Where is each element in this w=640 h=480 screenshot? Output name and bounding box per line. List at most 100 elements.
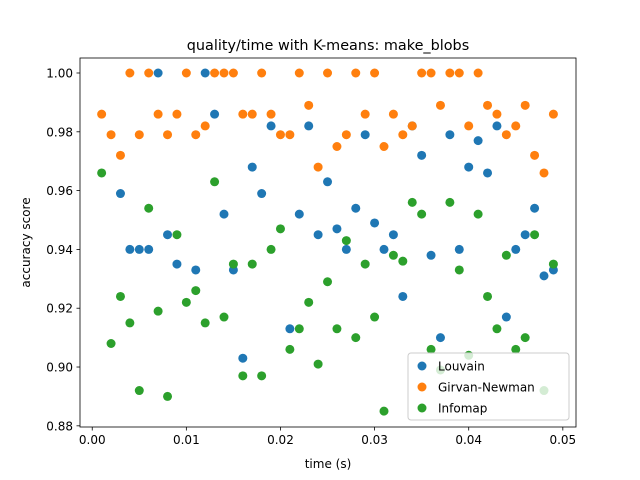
data-point	[134, 386, 144, 396]
series-louvain	[115, 68, 558, 363]
data-point	[511, 344, 521, 354]
data-point	[247, 109, 257, 119]
data-point	[530, 203, 540, 213]
data-point	[115, 291, 125, 301]
data-point	[323, 68, 333, 78]
data-point	[219, 312, 229, 322]
data-point	[426, 68, 436, 78]
data-point	[294, 68, 304, 78]
legend-marker	[417, 403, 427, 413]
data-point	[435, 100, 445, 110]
data-point	[407, 121, 417, 131]
data-point	[219, 209, 229, 219]
x-axis-label: time (s)	[305, 457, 352, 471]
plot-frame	[79, 57, 577, 428]
data-point	[210, 177, 220, 187]
data-point	[445, 68, 455, 78]
y-tick-label: 0.92	[46, 302, 73, 316]
data-point	[379, 244, 389, 254]
data-point	[332, 142, 342, 151]
data-point	[275, 130, 285, 140]
data-point	[370, 68, 380, 78]
data-point	[388, 109, 398, 119]
data-point	[153, 68, 163, 78]
y-axis: 0.88 0.90 0.92 0.94 0.96 0.98 1.00	[46, 66, 80, 433]
data-point	[172, 230, 182, 240]
data-point	[520, 333, 530, 343]
data-point	[417, 209, 427, 219]
x-tick-label: 0.03	[361, 433, 388, 447]
data-point	[417, 68, 427, 78]
data-point	[379, 142, 389, 151]
data-point	[464, 162, 474, 172]
data-point	[398, 256, 408, 266]
data-point	[332, 324, 342, 334]
legend-label: Louvain	[438, 360, 485, 374]
data-point	[125, 68, 135, 78]
legend-label: Girvan-Newman	[438, 381, 535, 395]
data-point	[351, 203, 361, 213]
data-point	[548, 109, 558, 119]
data-point	[492, 324, 502, 334]
x-tick-label: 0.02	[267, 433, 294, 447]
y-tick-label: 0.88	[46, 419, 73, 433]
data-point	[530, 150, 540, 160]
data-point	[341, 130, 351, 140]
data-point	[445, 197, 455, 207]
data-point	[398, 130, 408, 140]
x-axis: 0.00 0.01 0.02 0.03 0.04 0.05	[79, 427, 576, 447]
data-point	[257, 371, 267, 381]
data-point	[285, 324, 295, 334]
y-tick-label: 0.94	[46, 243, 73, 257]
data-point	[238, 109, 248, 119]
data-point	[191, 286, 201, 296]
data-point	[511, 244, 521, 254]
data-point	[172, 109, 182, 119]
data-point	[163, 130, 173, 140]
data-point	[483, 291, 493, 301]
data-point	[304, 100, 314, 110]
data-point	[247, 259, 257, 269]
data-point	[238, 353, 248, 363]
data-point	[539, 168, 549, 178]
data-point	[304, 297, 314, 307]
data-point	[454, 68, 464, 78]
data-point	[370, 218, 380, 228]
data-point	[388, 230, 398, 240]
data-point	[181, 297, 191, 307]
data-point	[388, 250, 398, 260]
data-point	[106, 339, 116, 348]
data-point	[398, 291, 408, 301]
data-point	[501, 312, 511, 322]
data-point	[483, 168, 493, 178]
data-point	[360, 259, 370, 269]
series-girvan-newman	[97, 68, 558, 178]
data-point	[266, 121, 276, 131]
data-point	[106, 130, 116, 140]
chart-title: quality/time with K-means: make_blobs	[187, 38, 469, 54]
data-point	[454, 265, 464, 275]
data-point	[200, 68, 210, 78]
y-tick-label: 0.98	[46, 125, 73, 139]
data-point	[435, 333, 445, 343]
data-point	[200, 318, 210, 328]
data-point	[163, 391, 173, 401]
data-point	[473, 136, 483, 146]
data-point	[341, 236, 351, 246]
data-point	[323, 177, 333, 187]
data-point	[153, 109, 163, 119]
y-tick-label: 1.00	[46, 66, 73, 80]
data-point	[153, 306, 163, 316]
data-point	[360, 130, 370, 140]
data-point	[351, 333, 361, 343]
x-tick-label: 0.01	[173, 433, 200, 447]
data-point	[351, 68, 361, 78]
data-point	[172, 259, 182, 269]
data-point	[313, 359, 323, 369]
data-point	[125, 244, 135, 254]
data-point	[200, 121, 210, 131]
data-point	[539, 271, 549, 281]
data-point	[163, 230, 173, 240]
data-point	[483, 100, 493, 110]
